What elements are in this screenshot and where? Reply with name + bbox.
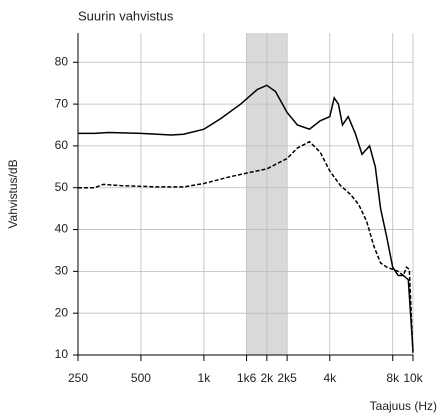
x-tick-label: 1k	[198, 371, 212, 385]
x-tick-label: 4k	[323, 371, 337, 385]
data-line	[78, 84, 414, 351]
chart-title: Suurin vahvistus	[78, 8, 174, 23]
y-tick-label: 30	[55, 264, 69, 278]
x-tick-label: 250	[68, 371, 88, 385]
x-tick-label: 2k	[260, 371, 274, 385]
x-axis-label: Taajuus (Hz)	[370, 399, 437, 413]
y-tick-label: 50	[55, 180, 69, 194]
y-tick-label: 20	[55, 305, 69, 319]
y-tick-label: 70	[55, 96, 69, 110]
y-tick-label: 40	[55, 222, 69, 236]
x-tick-label: 1k6	[237, 371, 257, 385]
x-tick-label: 8k	[386, 371, 400, 385]
data-line	[78, 140, 414, 356]
x-tick-label: 10k	[403, 371, 423, 385]
x-tick-label: 2k5	[277, 371, 297, 385]
y-tick-label: 60	[55, 138, 69, 152]
x-tick-label: 500	[131, 371, 151, 385]
y-axis-label: Vahvistus/dB	[6, 159, 20, 228]
y-tick-label: 80	[55, 54, 69, 68]
y-tick-label: 10	[55, 347, 69, 361]
